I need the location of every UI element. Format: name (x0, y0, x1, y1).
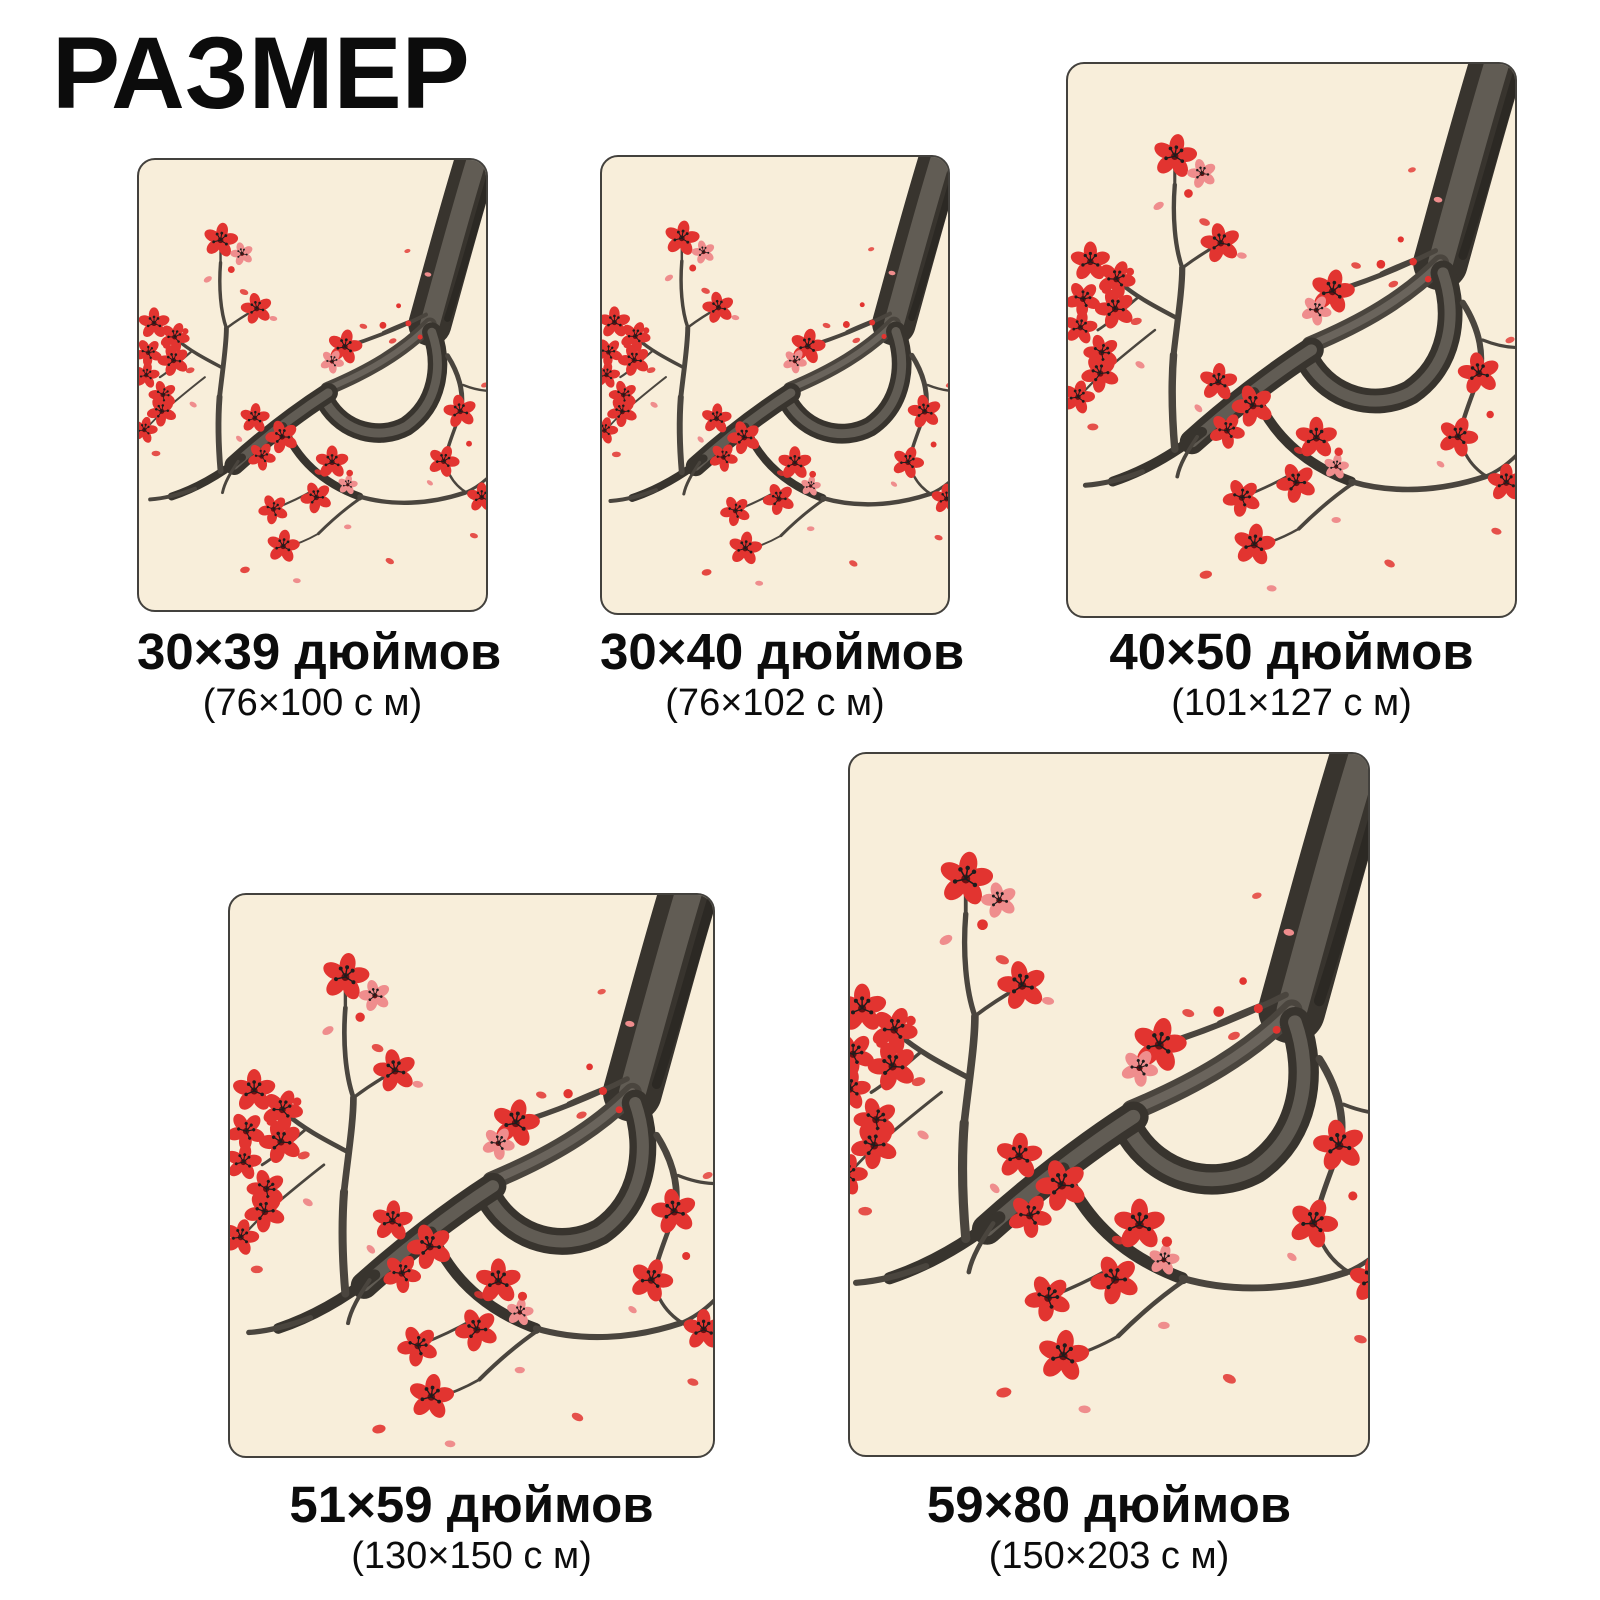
blossom-artwork (230, 895, 713, 1456)
size-panel-30x40 (600, 155, 950, 615)
size-label-inches: 59×80 дюймов (926, 1476, 1292, 1533)
size-panel-30x39 (137, 158, 488, 612)
page-title: РАЗМЕР (52, 16, 470, 130)
size-label-inches: 30×40 дюймов (600, 623, 965, 680)
size-label-cm: (150×203 с м) (988, 1535, 1230, 1577)
size-label-cm: (76×102 с м) (665, 682, 885, 724)
blossom-artwork (850, 754, 1368, 1455)
size-label-inches: 40×50 дюймов (1109, 623, 1474, 680)
size-label-inches: 30×39 дюймов (137, 623, 502, 680)
size-label-cm: (130×150 с м) (351, 1535, 592, 1577)
size-label-inches: 51×59 дюймов (289, 1476, 654, 1533)
blossom-artwork (1068, 64, 1515, 616)
size-panel-40x50 (1066, 62, 1517, 618)
size-label-cm: (76×100 с м) (202, 682, 423, 724)
blossom-artwork (602, 157, 948, 613)
size-panel-59x80 (848, 752, 1370, 1457)
blossom-artwork (139, 160, 486, 610)
size-panel-51x59 (228, 893, 715, 1458)
size-label-cm: (101×127 с м) (1171, 682, 1412, 724)
